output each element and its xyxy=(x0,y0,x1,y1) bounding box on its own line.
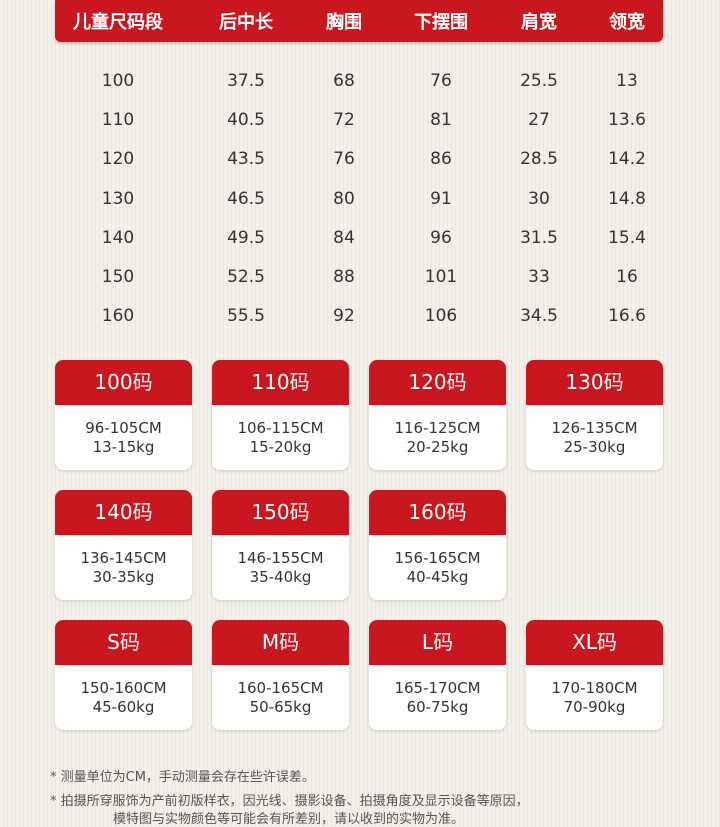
table-cell: 40.5 xyxy=(227,110,265,131)
table-cell: 27 xyxy=(528,110,550,131)
table-cell: 33 xyxy=(528,267,550,287)
weight-range: 50-65kg xyxy=(249,698,312,716)
weight-range: 25-30kg xyxy=(563,438,626,456)
header-cell: 儿童尺码段 xyxy=(73,12,163,33)
size-card: 130码 126-135CM 25-30kg xyxy=(526,360,663,470)
header-cell: 肩宽 xyxy=(521,12,557,33)
table-cell: 28.5 xyxy=(520,149,558,170)
size-label: 150码 xyxy=(212,490,349,535)
size-card: L码 165-170CM 60-75kg xyxy=(369,620,506,730)
table-cell: 52.5 xyxy=(227,267,265,287)
table-cell: 13 xyxy=(616,71,638,91)
table-cell: 110 xyxy=(101,110,135,131)
height-range: 170-180CM xyxy=(551,679,638,697)
table-cell: 25.5 xyxy=(520,71,558,91)
header-cell: 胸围 xyxy=(326,12,362,33)
header-cell: 下摆围 xyxy=(414,12,468,33)
weight-range: 30-35kg xyxy=(92,568,155,586)
table-cell: 55.5 xyxy=(227,306,265,327)
size-card: M码 160-165CM 50-65kg xyxy=(212,620,349,730)
size-card: XL码 170-180CM 70-90kg xyxy=(526,620,663,730)
header-cell: 后中长 xyxy=(219,12,273,33)
table-cell: 13.6 xyxy=(608,110,646,131)
header-cell: 领宽 xyxy=(609,12,645,33)
size-label: L码 xyxy=(369,620,506,665)
weight-range: 45-60kg xyxy=(92,698,155,716)
table-cell: 120 xyxy=(101,149,135,170)
table-cell: 15.4 xyxy=(608,227,646,248)
height-range: 150-160CM xyxy=(80,679,167,697)
table-cell: 34.5 xyxy=(520,306,558,327)
size-label: S码 xyxy=(55,620,192,665)
table-cell: 76 xyxy=(333,149,355,170)
table-cell: 14.8 xyxy=(608,188,646,209)
table-cell: 130 xyxy=(101,188,135,209)
size-card: 120码 116-125CM 20-25kg xyxy=(369,360,506,470)
note-text: * 测量单位为CM，手动测量会存在些许误差。 xyxy=(50,770,315,785)
size-card: 150码 146-155CM 35-40kg xyxy=(212,490,349,600)
size-label: XL码 xyxy=(526,620,663,665)
height-range: 146-155CM xyxy=(237,549,324,567)
table-cell: 37.5 xyxy=(227,71,265,91)
size-label: 140码 xyxy=(55,490,192,535)
weight-range: 20-25kg xyxy=(406,438,469,456)
size-card: 110码 106-115CM 15-20kg xyxy=(212,360,349,470)
table-cell: 68 xyxy=(333,71,355,91)
size-label: 100码 xyxy=(55,360,192,405)
table-cell: 88 xyxy=(333,267,355,287)
table-cell: 100 xyxy=(101,71,135,91)
size-label: M码 xyxy=(212,620,349,665)
weight-range: 15-20kg xyxy=(249,438,312,456)
table-cell: 43.5 xyxy=(227,149,265,170)
weight-range: 40-45kg xyxy=(406,568,469,586)
height-range: 106-115CM xyxy=(237,419,324,437)
table-cell: 91 xyxy=(430,188,452,209)
table-cell: 80 xyxy=(333,188,355,209)
height-range: 165-170CM xyxy=(394,679,481,697)
table-cell: 16.6 xyxy=(608,306,646,327)
size-label: 160码 xyxy=(369,490,506,535)
table-cell: 150 xyxy=(101,267,135,287)
height-range: 156-165CM xyxy=(394,549,481,567)
weight-range: 35-40kg xyxy=(249,568,312,586)
table-cell: 160 xyxy=(101,306,135,327)
table-header xyxy=(55,0,663,42)
note-text: 模特图与实物颜色等可能会有所差别，请以收到的实物为准。 xyxy=(113,812,465,827)
size-card: S码 150-160CM 45-60kg xyxy=(55,620,192,730)
size-label: 130码 xyxy=(526,360,663,405)
table-cell: 14.2 xyxy=(608,149,646,170)
table-cell: 31.5 xyxy=(520,227,558,248)
weight-range: 13-15kg xyxy=(92,438,155,456)
table-cell: 30 xyxy=(528,188,550,209)
table-cell: 49.5 xyxy=(227,227,265,248)
table-cell: 92 xyxy=(333,306,355,327)
table-cell: 84 xyxy=(333,227,355,248)
table-cell: 96 xyxy=(430,227,452,248)
size-label: 110码 xyxy=(212,360,349,405)
weight-range: 60-75kg xyxy=(406,698,469,716)
weight-range: 70-90kg xyxy=(563,698,626,716)
table-cell: 106 xyxy=(424,306,458,327)
height-range: 160-165CM xyxy=(237,679,324,697)
table-cell: 140 xyxy=(101,227,135,248)
size-card: 100码 96-105CM 13-15kg xyxy=(55,360,192,470)
note-text: * 拍摄所穿服饰为产前初版样衣，因光线、摄影设备、拍摄角度及显示设备等原因， xyxy=(50,794,529,809)
table-cell: 46.5 xyxy=(227,188,265,209)
height-range: 116-125CM xyxy=(394,419,481,437)
table-cell: 76 xyxy=(430,71,452,91)
height-range: 126-135CM xyxy=(551,419,638,437)
size-label: 120码 xyxy=(369,360,506,405)
height-range: 136-145CM xyxy=(80,549,167,567)
table-cell: 101 xyxy=(424,267,458,287)
table-cell: 16 xyxy=(616,267,638,287)
size-card: 160码 156-165CM 40-45kg xyxy=(369,490,506,600)
height-range: 96-105CM xyxy=(85,419,162,437)
table-cell: 81 xyxy=(430,110,452,131)
table-cell: 72 xyxy=(333,110,355,131)
size-card: 140码 136-145CM 30-35kg xyxy=(55,490,192,600)
table-cell: 86 xyxy=(430,149,452,170)
